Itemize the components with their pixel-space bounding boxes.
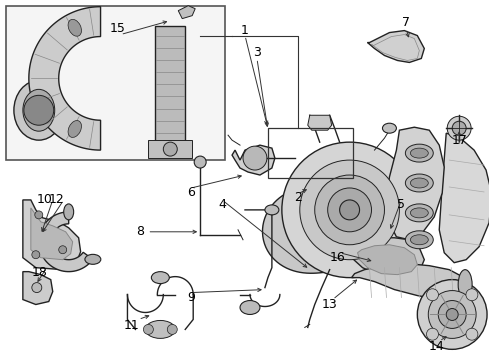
Polygon shape — [178, 6, 195, 19]
Text: 14: 14 — [428, 340, 444, 353]
Circle shape — [426, 289, 439, 301]
Circle shape — [32, 251, 40, 259]
Polygon shape — [31, 208, 73, 260]
Polygon shape — [368, 31, 424, 62]
Ellipse shape — [410, 148, 428, 158]
Text: 16: 16 — [330, 251, 345, 264]
Text: 10: 10 — [37, 193, 53, 206]
Circle shape — [194, 156, 206, 168]
Text: 6: 6 — [187, 186, 195, 199]
Circle shape — [452, 121, 466, 135]
Polygon shape — [347, 238, 424, 278]
Text: 12: 12 — [49, 193, 65, 206]
Ellipse shape — [68, 121, 81, 138]
Text: 2: 2 — [294, 192, 302, 204]
Bar — [155, 26, 185, 155]
Ellipse shape — [383, 123, 396, 133]
Polygon shape — [23, 200, 81, 270]
Circle shape — [340, 200, 360, 220]
Polygon shape — [439, 133, 490, 263]
Ellipse shape — [405, 231, 433, 249]
Wedge shape — [282, 142, 417, 278]
Text: 9: 9 — [187, 291, 195, 304]
Ellipse shape — [405, 174, 433, 192]
Ellipse shape — [240, 301, 260, 315]
Ellipse shape — [458, 270, 472, 300]
Ellipse shape — [85, 255, 101, 264]
Bar — [6, 6, 225, 160]
Ellipse shape — [410, 235, 428, 245]
Circle shape — [163, 142, 177, 156]
Polygon shape — [358, 245, 417, 275]
Polygon shape — [352, 264, 467, 300]
Circle shape — [24, 95, 54, 125]
Circle shape — [438, 301, 466, 328]
Circle shape — [466, 328, 478, 340]
Ellipse shape — [146, 320, 175, 338]
Text: 18: 18 — [32, 266, 48, 279]
Polygon shape — [29, 7, 100, 150]
Circle shape — [243, 146, 267, 170]
Ellipse shape — [410, 178, 428, 188]
Circle shape — [447, 116, 471, 140]
Ellipse shape — [151, 272, 169, 284]
Circle shape — [417, 280, 487, 349]
Circle shape — [315, 175, 385, 245]
Polygon shape — [23, 272, 53, 305]
Circle shape — [167, 324, 177, 334]
Ellipse shape — [23, 89, 55, 131]
Circle shape — [144, 324, 153, 334]
Ellipse shape — [68, 19, 81, 36]
Ellipse shape — [405, 144, 433, 162]
Text: 5: 5 — [397, 198, 405, 211]
Circle shape — [446, 309, 458, 320]
Bar — [148, 140, 192, 158]
Text: 4: 4 — [218, 198, 226, 211]
Text: 13: 13 — [322, 298, 338, 311]
Circle shape — [59, 246, 67, 254]
Text: 15: 15 — [110, 22, 125, 35]
Text: 17: 17 — [451, 134, 467, 147]
Bar — [268, 128, 353, 178]
Ellipse shape — [14, 80, 64, 140]
Circle shape — [300, 160, 399, 260]
Ellipse shape — [265, 205, 279, 215]
Circle shape — [428, 291, 476, 338]
Ellipse shape — [405, 204, 433, 222]
Text: 11: 11 — [123, 319, 139, 332]
Circle shape — [35, 211, 43, 219]
Text: 8: 8 — [136, 225, 145, 238]
Circle shape — [466, 289, 478, 301]
Polygon shape — [308, 115, 332, 130]
Ellipse shape — [64, 204, 74, 220]
Polygon shape — [232, 145, 275, 175]
Circle shape — [32, 283, 42, 293]
Circle shape — [426, 328, 439, 340]
Circle shape — [328, 188, 371, 232]
Ellipse shape — [410, 208, 428, 218]
Text: 1: 1 — [241, 24, 249, 37]
Polygon shape — [263, 168, 401, 273]
Polygon shape — [387, 127, 444, 240]
Polygon shape — [39, 212, 93, 272]
Text: 7: 7 — [402, 16, 411, 29]
Text: 3: 3 — [253, 46, 261, 59]
